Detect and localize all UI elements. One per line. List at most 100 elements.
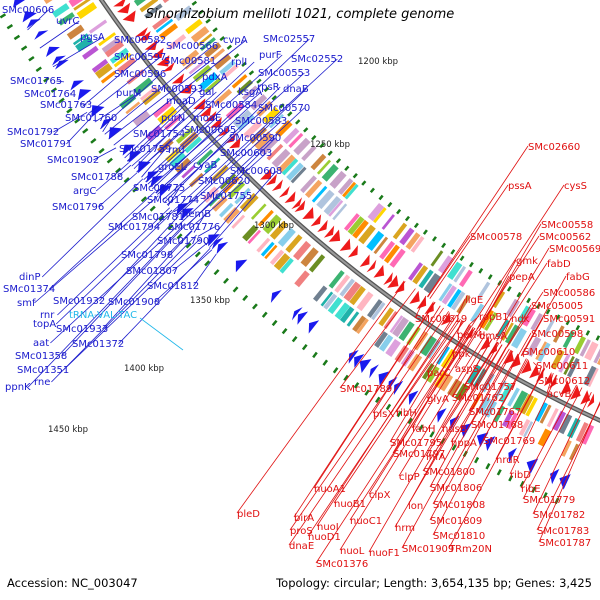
feature-band-block: [437, 255, 454, 274]
reverse-gene-arrow: [387, 275, 399, 288]
reverse-label-leader: [429, 347, 507, 488]
reverse-gene-label: pleD: [237, 509, 260, 520]
reverse-gene-label: dnaE: [289, 541, 314, 552]
reverse-gene-label: perM: [457, 330, 482, 341]
reverse-label-leader: [392, 324, 470, 454]
reverse-gene-arrow: [260, 168, 272, 180]
forward-gene-label: SMc01932: [53, 296, 105, 307]
forward-gene-arrow: [91, 105, 105, 118]
feature-band-block: [234, 187, 251, 205]
forward-label-leader: [150, 91, 262, 188]
tick-mark: [378, 194, 384, 201]
reverse-label-leader: [293, 301, 436, 518]
reverse-label-leader: [429, 184, 509, 299]
scale-tick-label: 1350 kbp: [190, 296, 230, 306]
forward-gene-label: SMc01790: [157, 236, 209, 247]
reverse-label-leader: [521, 317, 544, 357]
forward-label-leader: [80, 102, 87, 106]
forward-gene-label: argC: [73, 186, 96, 197]
feature-band-block: [155, 18, 174, 33]
forward-gene-arrow: [216, 241, 229, 255]
feature-band-block: [385, 338, 401, 358]
feature-band-block: [447, 288, 462, 308]
feature-band-block: [581, 424, 595, 445]
tick-mark: [485, 463, 491, 470]
forward-gene-label: SMc00583: [235, 116, 287, 127]
feature-band-block: [453, 265, 467, 283]
reverse-label-leader: [476, 259, 517, 330]
feature-band-block: [562, 330, 575, 349]
reverse-gene-label: glyA: [427, 394, 449, 405]
reverse-gene-label: hppA: [451, 438, 477, 449]
feature-band-block: [526, 336, 542, 357]
reverse-label-leader: [407, 342, 500, 506]
reverse-label-leader: [493, 247, 550, 341]
tick-mark: [185, 242, 192, 249]
feature-band-block: [438, 283, 453, 302]
feature-band-block: [162, 0, 170, 4]
reverse-gene-label: SMc00586: [543, 288, 595, 299]
forward-label-leader: [94, 92, 140, 123]
reverse-gene-label: SMc01810: [433, 531, 485, 542]
feature-band-block: [174, 5, 193, 22]
reverse-label-leader: [411, 325, 472, 429]
forward-gene-label: purM: [116, 88, 141, 99]
forward-label-leader: [113, 39, 247, 146]
feature-band-block: [470, 303, 485, 323]
forward-gene-arrow: [270, 289, 282, 303]
feature-band-block: [275, 120, 293, 138]
forward-gene-label: SMc01351: [17, 365, 69, 376]
reverse-gene-label: nuoI: [317, 522, 339, 533]
forward-gene-arrow: [297, 311, 309, 325]
tick-mark: [90, 138, 97, 144]
feature-band-block: [316, 189, 335, 210]
forward-label-leader: [99, 216, 179, 302]
tick-mark: [585, 330, 591, 336]
forward-gene-label: SMc01760: [65, 113, 117, 124]
forward-label-leader: [189, 180, 245, 229]
reverse-label-leader: [506, 304, 532, 348]
reverse-gene-arrow: [284, 191, 296, 203]
forward-gene-label: ksgA: [238, 87, 262, 98]
reverse-label-leader: [339, 329, 478, 551]
reverse-gene-label: ropB1: [479, 312, 509, 323]
forward-gene-label: ppnK: [5, 382, 31, 393]
feature-band-block: [117, 57, 137, 74]
forward-gene-label: topA: [33, 319, 56, 330]
reverse-gene-label: SMc00569: [549, 244, 600, 255]
tick-mark: [242, 294, 249, 302]
tick-mark: [385, 403, 392, 411]
reverse-gene-arrow: [548, 374, 557, 389]
reverse-gene-label: SMc01782: [533, 510, 585, 521]
feature-band-block: [264, 244, 278, 260]
forward-label-leader: [61, 224, 187, 357]
forward-gene-arrow: [354, 354, 365, 368]
forward-label-leader: [93, 147, 117, 161]
feature-band-block: [308, 254, 326, 273]
reverse-label-leader: [368, 338, 493, 553]
feature-band-block: [262, 214, 282, 235]
feature-band-block: [82, 45, 99, 60]
tick-mark: [223, 277, 229, 284]
forward-gene-label: SMc01759: [119, 144, 171, 155]
tick-mark: [287, 111, 293, 117]
forward-label-leader: [50, 220, 184, 344]
forward-label-leader: [102, 230, 193, 330]
forward-label-leader: [117, 164, 132, 178]
feature-band-block: [75, 36, 94, 53]
tick-mark: [132, 186, 139, 193]
feature-band-block: [300, 175, 317, 194]
forward-gene-label: dnaB: [283, 84, 309, 95]
forward-label-leader: [82, 39, 161, 107]
reverse-gene-label: plsX: [373, 409, 394, 420]
feature-band-block: [521, 308, 536, 327]
trna-label-leader: [139, 317, 184, 351]
tick-mark: [468, 261, 474, 268]
feature-band-block: [279, 257, 294, 274]
feature-band-block: [552, 325, 565, 343]
feature-band-block: [43, 0, 53, 5]
reverse-gene-label: hrm: [395, 523, 415, 534]
reverse-gene-arrow: [218, 125, 230, 137]
tick-mark: [106, 157, 113, 164]
